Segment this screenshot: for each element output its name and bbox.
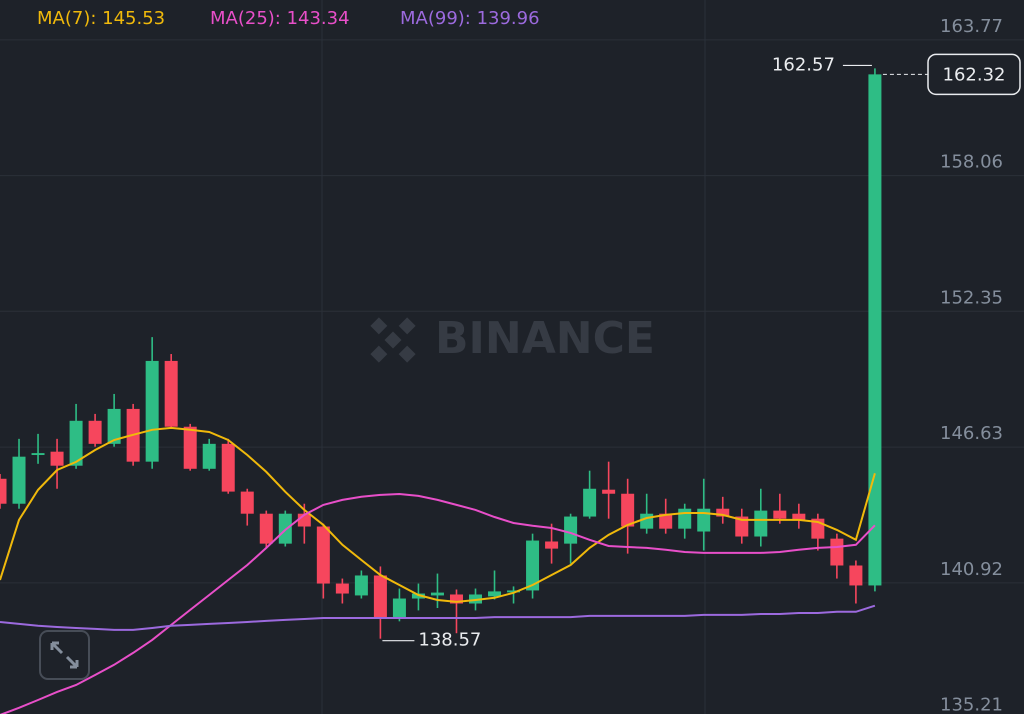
expand-button[interactable]	[39, 630, 90, 680]
expand-icon	[50, 641, 79, 669]
candle-body	[430, 592, 444, 596]
legend-entry: MA(25): 143.34	[210, 8, 350, 29]
candle-body	[259, 513, 273, 544]
min-marker-label: 138.57	[418, 630, 481, 651]
ma-line	[0, 604, 876, 631]
last-price-box	[927, 53, 1021, 96]
ma-line	[0, 426, 876, 603]
candle-body	[583, 488, 597, 517]
candle-body	[0, 478, 7, 504]
legend: MA(7): 145.53 MA(25): 143.34 MA(99): 139.9…	[37, 8, 540, 29]
candle-body	[602, 489, 616, 494]
candle-body	[50, 451, 64, 466]
legend-entry: MA(7): 145.53	[37, 8, 165, 29]
candle-body	[354, 575, 368, 596]
watermark: BINANCE	[370, 313, 655, 364]
candle-body	[659, 513, 673, 529]
y-tick-label: 146.63	[940, 423, 1003, 444]
candle-body	[202, 443, 216, 469]
candle-body	[868, 74, 882, 586]
plot: 162.57 138.57 162.32	[0, 53, 1021, 714]
candle-body	[830, 538, 844, 566]
y-tick-label: 140.92	[940, 559, 1003, 580]
legend-entry: MA(99): 139.96	[400, 8, 540, 29]
candle-body	[507, 590, 521, 593]
max-marker-label: 162.57	[772, 54, 835, 75]
candle-body	[69, 420, 83, 466]
candle-body	[221, 443, 235, 492]
candle-body	[449, 594, 463, 604]
y-tick-label: 152.35	[940, 287, 1003, 308]
candle-body	[697, 508, 711, 532]
candle-body	[545, 541, 559, 549]
candle-body	[107, 408, 121, 444]
candle-body	[792, 513, 806, 521]
candle-body	[564, 516, 578, 544]
candle-body	[164, 360, 178, 427]
candle-body	[640, 513, 654, 529]
candle-body	[335, 583, 349, 594]
candle-body	[88, 420, 102, 444]
candle-body	[240, 491, 254, 514]
candle-body	[678, 508, 692, 529]
last-price-label: 162.32	[943, 64, 1006, 85]
candle-body	[735, 516, 749, 537]
candle-body	[183, 426, 197, 469]
candle-body	[754, 510, 768, 537]
candle-body	[392, 598, 406, 619]
y-tick-label: 163.77	[940, 16, 1003, 37]
candle-body	[621, 493, 635, 527]
y-tick-label: 135.21	[940, 695, 1003, 714]
y-tick-label: 158.06	[940, 152, 1003, 173]
candle-body	[773, 510, 787, 519]
candle-body	[373, 575, 387, 619]
candle-body	[316, 526, 330, 584]
candle-body	[716, 508, 730, 517]
candle-body	[145, 360, 159, 462]
candle-body	[12, 456, 26, 504]
candle-body	[526, 540, 540, 591]
ma-line	[0, 492, 876, 714]
candle-body	[31, 453, 45, 456]
candle-body	[488, 591, 502, 597]
candle-body	[849, 565, 863, 586]
expand-button-frame[interactable]	[39, 630, 90, 680]
watermark-text: BINANCE	[435, 313, 655, 364]
